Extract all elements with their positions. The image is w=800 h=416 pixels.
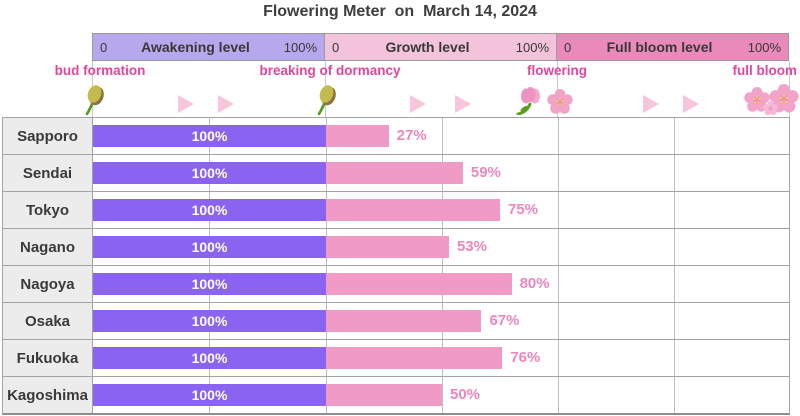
growth-bar bbox=[326, 199, 500, 221]
city-label: Nagoya bbox=[3, 266, 93, 302]
city-label: Kagoshima bbox=[3, 377, 93, 413]
full-bloom-min-label: 0 bbox=[564, 39, 572, 55]
growth-min-label: 0 bbox=[332, 39, 340, 55]
growth-value-label: 59% bbox=[470, 164, 501, 181]
progress-arrow-icon bbox=[683, 95, 699, 113]
awakening-level-banner: 0 Awakening level 100% bbox=[92, 33, 325, 61]
awakening-min-label: 0 bbox=[100, 39, 108, 55]
stage-label-breaking-of-dormancy: breaking of dormancy bbox=[259, 63, 401, 78]
growth-value-label: 53% bbox=[456, 238, 487, 255]
progress-arrow-icon bbox=[643, 95, 659, 113]
awakening-bar: 100% bbox=[93, 273, 326, 295]
awakening-bar: 100% bbox=[93, 125, 326, 147]
growth-bar bbox=[326, 125, 389, 147]
table-row: Sapporo 100% 27% bbox=[3, 118, 789, 155]
city-label: Sapporo bbox=[3, 118, 93, 154]
stage-label-full-bloom: full bloom bbox=[732, 63, 798, 78]
growth-bar bbox=[326, 310, 482, 332]
city-label: Fukuoka bbox=[3, 340, 93, 376]
awakening-max-label: 100% bbox=[283, 39, 317, 55]
growth-value-label: 75% bbox=[508, 201, 539, 218]
table-row: Kagoshima 100% 50% bbox=[3, 377, 789, 413]
full-bloom-level-label: Full bloom level bbox=[606, 39, 713, 55]
flower-bud-icon bbox=[85, 85, 104, 115]
cherry-blossom-icon bbox=[744, 87, 770, 112]
table-row: Nagano 100% 53% bbox=[3, 229, 789, 266]
growth-level-banner: 0 Growth level 100% bbox=[325, 33, 557, 61]
city-label: Osaka bbox=[3, 303, 93, 339]
growth-bar bbox=[326, 162, 463, 184]
awakening-bar: 100% bbox=[93, 347, 326, 369]
progress-arrow-icon bbox=[455, 95, 471, 113]
city-label: Nagano bbox=[3, 229, 93, 265]
small-blossom-icon bbox=[763, 101, 778, 116]
cherry-blossom-icon bbox=[547, 89, 573, 114]
meter-banners: 0 Awakening level 100% 0 Growth level 10… bbox=[92, 33, 789, 61]
stage-guide-line bbox=[557, 61, 558, 117]
table-row: Tokyo 100% 75% bbox=[3, 192, 789, 229]
progress-arrow-icon bbox=[218, 95, 234, 113]
page-title: Flowering Meter on March 14, 2024 bbox=[263, 3, 537, 20]
table-row: Nagoya 100% 80% bbox=[3, 266, 789, 303]
table-row: Fukuoka 100% 76% bbox=[3, 340, 789, 377]
growth-value-label: 76% bbox=[510, 349, 541, 366]
flower-bud-icon bbox=[317, 85, 336, 115]
growth-value-label: 67% bbox=[489, 312, 520, 329]
growth-value-label: 80% bbox=[519, 275, 550, 292]
full-bloom-level-banner: 0 Full bloom level 100% bbox=[557, 33, 789, 61]
growth-bar bbox=[326, 384, 442, 406]
progress-arrow-icon bbox=[178, 95, 194, 113]
growth-max-label: 100% bbox=[515, 39, 549, 55]
city-label: Tokyo bbox=[3, 192, 93, 228]
tulip-icon bbox=[516, 87, 540, 115]
awakening-bar: 100% bbox=[93, 236, 326, 258]
awakening-bar: 100% bbox=[93, 384, 326, 406]
city-label: Sendai bbox=[3, 155, 93, 191]
awakening-level-label: Awakening level bbox=[141, 39, 250, 55]
table-row: Osaka 100% 67% bbox=[3, 303, 789, 340]
stage-label-bud-formation: bud formation bbox=[54, 63, 146, 78]
awakening-bar: 100% bbox=[93, 162, 326, 184]
growth-level-label: Growth level bbox=[385, 39, 470, 55]
full-bloom-max-label: 100% bbox=[747, 39, 781, 55]
growth-value-label: 27% bbox=[396, 127, 427, 144]
progress-arrow-icon bbox=[410, 95, 426, 113]
table-row: Sendai 100% 59% bbox=[3, 155, 789, 192]
growth-value-label: 50% bbox=[450, 386, 481, 403]
growth-bar bbox=[326, 236, 449, 258]
awakening-bar: 100% bbox=[93, 310, 326, 332]
stage-label-flowering: flowering bbox=[527, 63, 587, 78]
awakening-bar: 100% bbox=[93, 199, 326, 221]
growth-bar bbox=[326, 347, 503, 369]
flowering-table: Sapporo 100% 27% Sendai 100% 59% Tokyo 100% 75% N… bbox=[2, 117, 790, 415]
growth-bar bbox=[326, 273, 512, 295]
